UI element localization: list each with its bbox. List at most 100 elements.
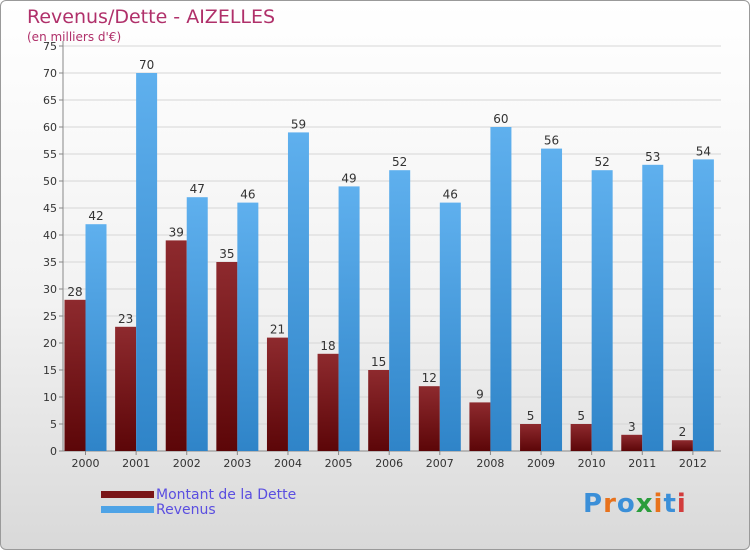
bar-dette	[418, 386, 440, 451]
y-tick-label: 40	[43, 229, 57, 242]
chart-title: Revenus/Dette - AIZELLES	[27, 6, 276, 28]
bar-dette	[621, 434, 643, 451]
bar-revenus	[237, 202, 259, 451]
data-label-dette: 35	[219, 247, 234, 261]
x-tick-label: 2004	[274, 457, 302, 470]
data-label-dette: 12	[422, 371, 437, 385]
bar-dette	[115, 326, 137, 451]
y-tick-label: 45	[43, 202, 57, 215]
bar-revenus	[541, 148, 563, 451]
x-tick-label: 2012	[679, 457, 707, 470]
x-tick-label: 2008	[476, 457, 504, 470]
y-tick-label: 70	[43, 67, 57, 80]
y-tick-label: 60	[43, 121, 57, 134]
x-tick-label: 2003	[223, 457, 251, 470]
x-tick-label: 2011	[628, 457, 656, 470]
y-tick-label: 30	[43, 283, 57, 296]
data-label-revenus: 49	[341, 171, 356, 185]
bar-revenus	[136, 73, 158, 451]
bar-revenus	[642, 164, 664, 452]
data-label-dette: 28	[67, 285, 82, 299]
data-label-dette: 23	[118, 312, 133, 326]
data-label-revenus: 52	[392, 155, 407, 169]
x-tick-label: 2000	[72, 457, 100, 470]
bar-dette	[671, 440, 693, 451]
data-label-revenus: 46	[443, 188, 458, 202]
logo-letter: r	[603, 489, 617, 519]
y-tick-label: 10	[43, 391, 57, 404]
data-label-dette: 5	[577, 409, 585, 423]
logo-letter: t	[663, 489, 677, 519]
y-tick-label: 50	[43, 175, 57, 188]
y-tick-label: 15	[43, 364, 57, 377]
y-tick-label: 5	[50, 418, 57, 431]
data-label-dette: 15	[371, 355, 386, 369]
y-tick-label: 55	[43, 148, 57, 161]
bar-revenus	[338, 186, 360, 451]
legend-swatch-dette	[101, 491, 154, 498]
bar-revenus	[692, 159, 714, 451]
chart-subtitle: (en milliers d'€)	[27, 30, 122, 44]
data-label-dette: 3	[628, 420, 636, 434]
y-tick-label: 0	[50, 445, 57, 458]
bar-dette	[216, 262, 238, 451]
legend-item-dette: Montant de la Dette	[101, 486, 297, 503]
data-label-revenus: 42	[88, 209, 103, 223]
x-tick-label: 2006	[375, 457, 403, 470]
data-label-revenus: 60	[493, 112, 508, 126]
x-tick-label: 2002	[173, 457, 201, 470]
data-label-revenus: 53	[645, 150, 660, 164]
legend-swatch-revenus	[101, 506, 154, 513]
data-label-dette: 9	[476, 387, 484, 401]
bar-dette	[266, 337, 288, 451]
y-tick-label: 25	[43, 310, 57, 323]
bar-dette	[570, 424, 592, 451]
bar-dette	[165, 240, 187, 451]
x-tick-label: 2001	[122, 457, 150, 470]
data-label-revenus: 52	[595, 155, 610, 169]
bar-revenus	[186, 197, 208, 451]
y-tick-label: 20	[43, 337, 57, 350]
legend-label-dette: Montant de la Dette	[156, 486, 297, 503]
bar-revenus	[439, 202, 461, 451]
data-label-revenus: 59	[291, 117, 306, 131]
y-tick-label: 35	[43, 256, 57, 269]
bar-dette	[469, 402, 491, 451]
bar-revenus	[389, 170, 411, 451]
x-tick-label: 2007	[426, 457, 454, 470]
legend: Montant de la Dette Revenus	[101, 486, 297, 518]
logo-letter: i	[653, 489, 664, 519]
x-tick-label: 2005	[325, 457, 353, 470]
x-tick-label: 2010	[578, 457, 606, 470]
logo-letter: o	[616, 489, 636, 519]
proxiti-logo: Proxiti	[583, 489, 687, 519]
data-label-revenus: 46	[240, 188, 255, 202]
logo-letter: P	[583, 489, 604, 519]
bar-dette	[520, 424, 542, 451]
bar-dette	[317, 353, 339, 451]
bar-revenus	[287, 132, 309, 451]
x-tick-label: 2009	[527, 457, 555, 470]
y-tick-label: 75	[43, 40, 57, 53]
bar-dette	[64, 299, 86, 451]
data-labels: 2842237039473546215918491552124696055655…	[67, 58, 711, 439]
bar-revenus	[490, 127, 512, 451]
data-label-revenus: 70	[139, 58, 154, 72]
bar-dette	[368, 370, 390, 451]
legend-label-revenus: Revenus	[156, 501, 216, 518]
data-label-dette: 21	[270, 323, 285, 337]
logo-letter: x	[635, 489, 654, 519]
data-label-dette: 39	[169, 225, 184, 239]
bar-revenus	[85, 224, 107, 451]
data-label-dette: 5	[527, 409, 535, 423]
data-label-dette: 18	[320, 339, 335, 353]
data-label-dette: 2	[679, 425, 687, 439]
logo-letter: i	[676, 489, 687, 519]
legend-item-revenus: Revenus	[101, 501, 296, 518]
bar-revenus	[591, 170, 613, 451]
y-tick-label: 65	[43, 94, 57, 107]
data-label-revenus: 54	[696, 144, 711, 158]
data-label-revenus: 56	[544, 134, 559, 148]
